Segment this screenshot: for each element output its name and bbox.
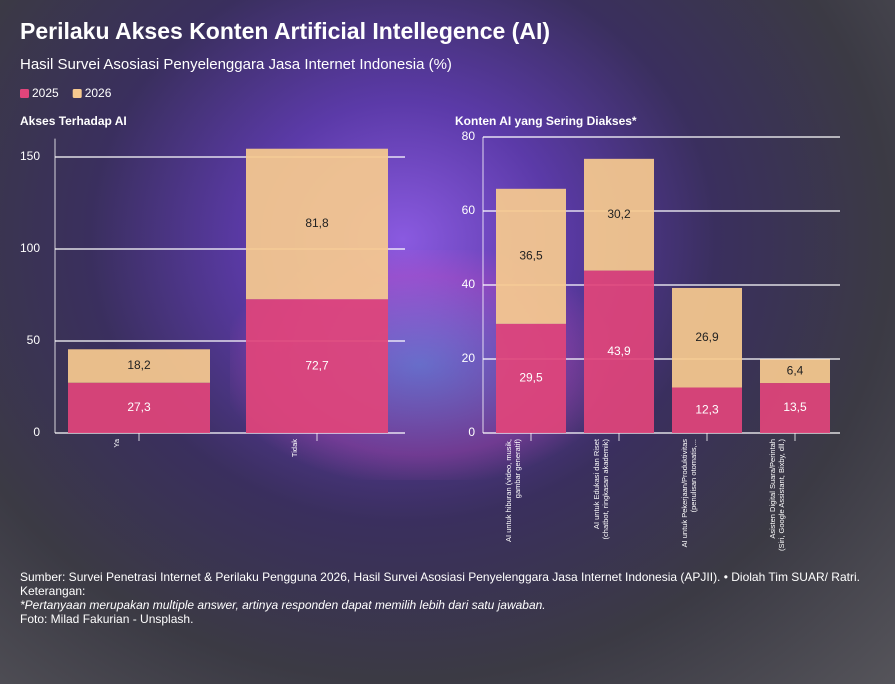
y-tick-label: 150 — [20, 149, 40, 163]
value-label: 18,2 — [127, 358, 151, 372]
subtitle: Hasil Survei Asosiasi Penyelenggara Jasa… — [20, 56, 452, 73]
y-tick-label: 60 — [462, 203, 476, 217]
photo-credit: Foto: Milad Fakurian - Unsplash. — [20, 612, 194, 626]
bar-segment — [246, 299, 388, 433]
y-tick-label: 80 — [462, 129, 476, 143]
value-label: 36,5 — [519, 248, 543, 262]
bar-segment — [246, 148, 388, 300]
bar-segment — [68, 382, 210, 433]
value-label: 30,2 — [607, 207, 631, 221]
bar-segment — [760, 383, 830, 433]
y-tick-label: 40 — [462, 277, 476, 291]
legend-swatch — [72, 89, 82, 98]
bar-segment — [672, 387, 742, 433]
note-heading: Keterangan: — [20, 584, 86, 598]
bar-segment — [672, 287, 742, 388]
value-label: 72,7 — [305, 358, 329, 372]
value-label: 13,5 — [783, 400, 807, 414]
value-label: 6,4 — [787, 363, 804, 377]
bar-segment — [584, 270, 654, 433]
bar-segment — [496, 188, 566, 324]
bar-segment — [760, 359, 830, 384]
chart-subtitle: Konten AI yang Sering Diakses* — [455, 114, 637, 128]
y-tick-label: 50 — [27, 333, 41, 347]
note: *Pertanyaan merupakan multiple answer, a… — [20, 598, 546, 612]
value-label: 12,3 — [695, 402, 719, 416]
y-tick-label: 20 — [462, 351, 476, 365]
value-label: 43,9 — [607, 344, 631, 358]
bar-segment — [496, 323, 566, 433]
x-tick-label: Ya — [112, 439, 121, 448]
y-tick-label: 0 — [468, 425, 475, 439]
x-tick-label: AI untuk Edukasi dan Riset (chatbot, rin… — [592, 439, 610, 540]
bar-segment — [68, 349, 210, 383]
value-label: 29,5 — [519, 371, 543, 385]
y-tick-label: 100 — [20, 241, 40, 255]
bar-segment — [584, 158, 654, 271]
legend-swatch — [20, 89, 29, 98]
source: Sumber: Survei Penetrasi Internet & Peri… — [20, 570, 860, 584]
x-tick-label: AI untuk hiburan (video, musik, gambar g… — [504, 439, 522, 542]
value-label: 81,8 — [305, 216, 329, 230]
x-tick-label: AI untuk Pekerjaan/Produktivitas (penuli… — [680, 439, 698, 548]
x-tick-label: Tidak — [290, 439, 299, 458]
title: Perilaku Akses Konten Artificial Intelle… — [20, 18, 550, 44]
legend-label: 2025 — [32, 86, 59, 100]
value-label: 27,3 — [127, 400, 151, 414]
footer: Sumber: Survei Penetrasi Internet & Peri… — [20, 570, 880, 626]
chart-subtitle: Akses Terhadap AI — [20, 114, 127, 128]
x-tick-label: Asisten Digital Suara/Perintah (Siri, Go… — [768, 439, 786, 551]
legend-label: 2026 — [85, 86, 112, 100]
value-label: 26,9 — [695, 330, 719, 344]
y-tick-label: 0 — [33, 425, 40, 439]
